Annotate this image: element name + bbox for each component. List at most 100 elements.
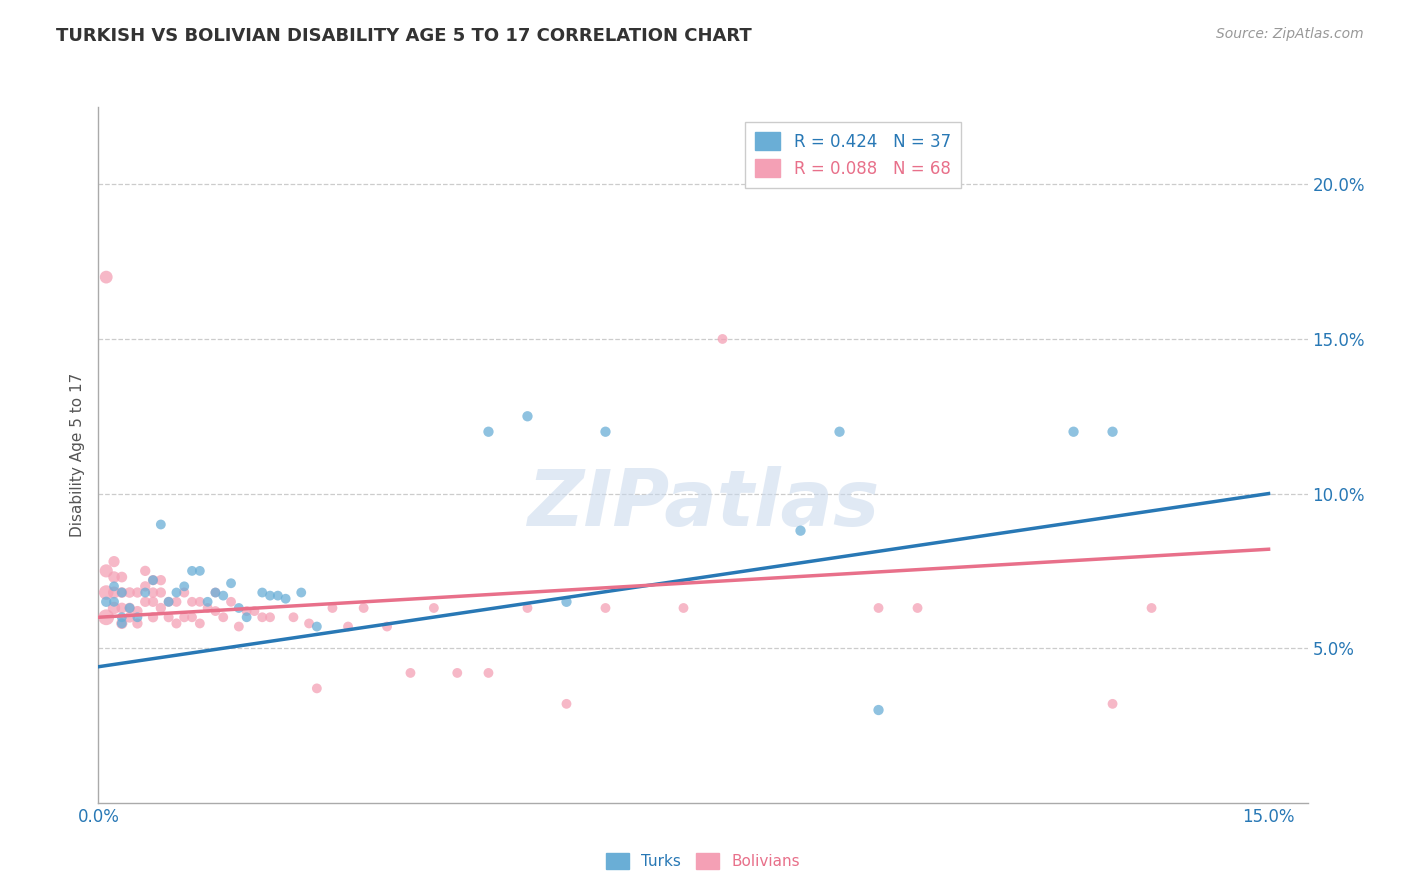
Point: [127, 616, 149, 631]
Point: [235, 610, 257, 624]
Point: [477, 425, 499, 439]
Point: [516, 409, 538, 424]
Point: [267, 589, 290, 603]
Point: [555, 595, 578, 609]
Point: [134, 595, 156, 609]
Point: [595, 601, 617, 615]
Point: [157, 610, 180, 624]
Point: [96, 610, 118, 624]
Point: [219, 595, 242, 609]
Y-axis label: Disability Age 5 to 17: Disability Age 5 to 17: [69, 373, 84, 537]
Point: [103, 601, 125, 615]
Point: [103, 579, 125, 593]
Point: [197, 595, 219, 609]
Point: [1101, 697, 1123, 711]
Point: [103, 595, 125, 609]
Point: [118, 601, 141, 615]
Point: [243, 604, 266, 618]
Point: [1140, 601, 1163, 615]
Point: [375, 619, 398, 633]
Point: [142, 573, 165, 587]
Point: [111, 585, 134, 599]
Point: [173, 585, 195, 599]
Point: [111, 616, 134, 631]
Legend: Turks, Bolivians: Turks, Bolivians: [600, 847, 806, 875]
Point: [259, 589, 281, 603]
Point: [127, 585, 149, 599]
Point: [157, 595, 180, 609]
Legend: R = 0.424   N = 37, R = 0.088   N = 68: R = 0.424 N = 37, R = 0.088 N = 68: [745, 122, 960, 188]
Point: [337, 619, 360, 633]
Point: [516, 601, 538, 615]
Point: [134, 585, 156, 599]
Point: [149, 573, 172, 587]
Point: [555, 697, 578, 711]
Point: [127, 610, 149, 624]
Point: [212, 589, 235, 603]
Point: [868, 703, 890, 717]
Point: [828, 425, 851, 439]
Point: [165, 585, 187, 599]
Point: [711, 332, 734, 346]
Point: [204, 585, 226, 599]
Point: [103, 555, 125, 569]
Point: [118, 601, 141, 615]
Point: [96, 564, 118, 578]
Text: TURKISH VS BOLIVIAN DISABILITY AGE 5 TO 17 CORRELATION CHART: TURKISH VS BOLIVIAN DISABILITY AGE 5 TO …: [56, 27, 752, 45]
Point: [142, 610, 165, 624]
Point: [204, 604, 226, 618]
Point: [173, 579, 195, 593]
Point: [228, 601, 250, 615]
Point: [188, 564, 211, 578]
Point: [259, 610, 281, 624]
Point: [298, 616, 321, 631]
Point: [283, 610, 305, 624]
Point: [127, 604, 149, 618]
Point: [165, 595, 187, 609]
Point: [149, 585, 172, 599]
Point: [274, 591, 297, 606]
Point: [149, 517, 172, 532]
Point: [103, 570, 125, 584]
Text: ZIPatlas: ZIPatlas: [527, 466, 879, 541]
Point: [173, 610, 195, 624]
Point: [305, 681, 328, 696]
Point: [1063, 425, 1085, 439]
Point: [134, 564, 156, 578]
Point: [165, 616, 187, 631]
Point: [111, 585, 134, 599]
Point: [353, 601, 375, 615]
Point: [142, 573, 165, 587]
Point: [212, 610, 235, 624]
Point: [96, 270, 118, 285]
Point: [157, 595, 180, 609]
Point: [149, 601, 172, 615]
Point: [228, 619, 250, 633]
Point: [134, 579, 156, 593]
Point: [96, 595, 118, 609]
Point: [252, 585, 274, 599]
Point: [103, 585, 125, 599]
Text: Source: ZipAtlas.com: Source: ZipAtlas.com: [1216, 27, 1364, 41]
Point: [399, 665, 422, 680]
Point: [1101, 425, 1123, 439]
Point: [789, 524, 811, 538]
Point: [252, 610, 274, 624]
Point: [188, 616, 211, 631]
Point: [111, 610, 134, 624]
Point: [118, 610, 141, 624]
Point: [290, 585, 312, 599]
Point: [142, 595, 165, 609]
Point: [235, 604, 257, 618]
Point: [446, 665, 468, 680]
Point: [111, 570, 134, 584]
Point: [204, 585, 226, 599]
Point: [672, 601, 695, 615]
Point: [181, 564, 204, 578]
Point: [181, 610, 204, 624]
Point: [197, 601, 219, 615]
Point: [305, 619, 328, 633]
Point: [907, 601, 929, 615]
Point: [111, 616, 134, 631]
Point: [111, 601, 134, 615]
